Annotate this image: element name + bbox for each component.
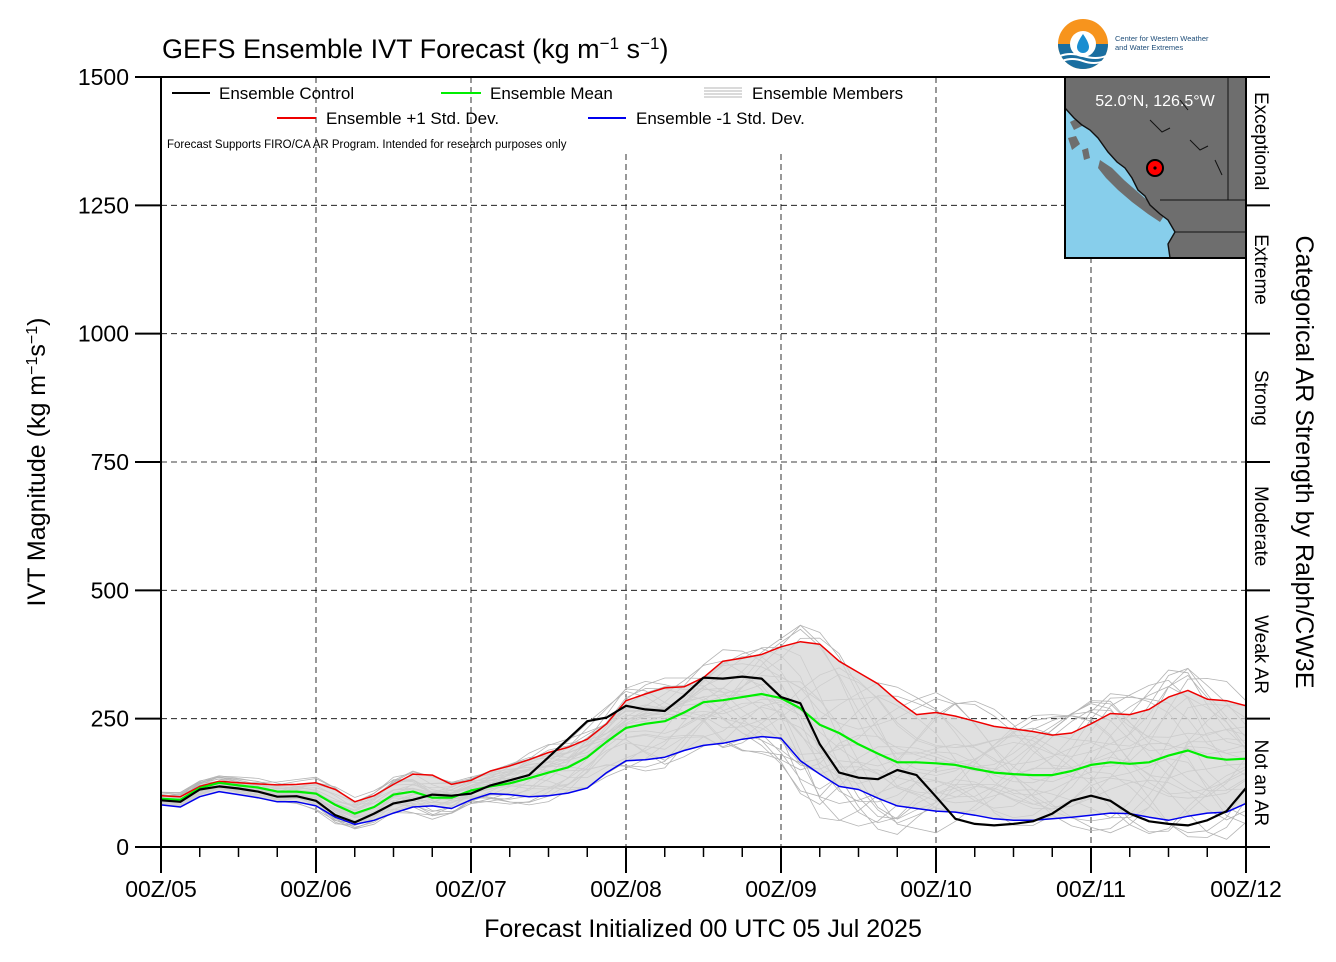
svg-text:and Water Extremes: and Water Extremes <box>1115 43 1183 52</box>
cw3e-logo: Center for Western Weather and Water Ext… <box>1058 19 1209 69</box>
x-tick-label: 00Z/07 <box>435 876 507 902</box>
mean-line <box>161 692 1246 815</box>
y-tick-label: 750 <box>91 449 129 475</box>
y-tick-label: 1500 <box>78 64 129 90</box>
map-islands <box>1068 118 1090 160</box>
legend-minus-std-label: Ensemble -1 Std. Dev. <box>636 109 805 128</box>
category-label: Exceptional <box>1250 92 1271 190</box>
x-tick-label: 00Z/10 <box>900 876 972 902</box>
map-vancouver-island <box>1098 160 1164 222</box>
legend-mean-label: Ensemble Mean <box>490 84 613 103</box>
legend-members-swatch <box>704 87 742 98</box>
map-coastline <box>1064 107 1176 259</box>
y-tick-label: 250 <box>91 706 129 732</box>
std-dev-spread <box>161 641 1246 825</box>
x-tick-label: 00Z/08 <box>590 876 662 902</box>
x-tick-label: 00Z/11 <box>1056 876 1126 902</box>
y-tick-label: 500 <box>91 577 129 603</box>
category-label: Extreme <box>1250 234 1271 305</box>
legend-members-label: Ensemble Members <box>752 84 903 103</box>
y-tick-label: 1250 <box>78 192 129 218</box>
category-label: Strong <box>1250 370 1271 426</box>
y-ticks: 0 250 500 750 1000 1250 1500 <box>78 64 161 860</box>
location-inset-map: 52.0°N, 126.5°W <box>1064 76 1247 259</box>
grid-lines <box>161 77 1246 847</box>
map-borders <box>1160 77 1246 233</box>
y-tick-label: 0 <box>116 834 129 860</box>
location-marker-center <box>1153 166 1157 170</box>
category-label: Weak AR <box>1250 615 1271 694</box>
map-frame <box>1064 76 1247 259</box>
legend-plus-std-label: Ensemble +1 Std. Dev. <box>326 109 499 128</box>
control-line <box>161 675 1246 827</box>
right-axis-label: Categorical AR Strength by Ralph/CW3E <box>1290 236 1318 689</box>
category-label: Not an AR <box>1250 740 1271 827</box>
x-tick-label: 00Z/05 <box>125 876 197 902</box>
ar-categories: Not an AR Weak AR Moderate Strong Extreme Exc… <box>1246 76 1271 848</box>
location-label: 52.0°N, 126.5°W <box>1095 93 1215 110</box>
x-ticks: 00Z/05 00Z/06 00Z/07 00Z/08 00Z/09 00Z/10 00Z/… <box>125 847 1282 902</box>
y-tick-label: 1000 <box>78 321 129 347</box>
map-rivers <box>1149 99 1223 176</box>
x-tick-label: 00Z/09 <box>745 876 817 902</box>
x-axis-label: Forecast Initialized 00 UTC 05 Jul 2025 <box>484 915 922 943</box>
std-dev-band <box>161 641 1246 825</box>
minus-std-line <box>161 735 1246 826</box>
legend: Ensemble Control Ensemble Mean Ensemble … <box>167 84 903 151</box>
legend-control-label: Ensemble Control <box>219 84 354 103</box>
category-label: Moderate <box>1250 486 1271 566</box>
disclaimer-text: Forecast Supports FIRO/CA AR Program. In… <box>167 139 567 151</box>
x-tick-label: 00Z/06 <box>280 876 352 902</box>
chart-title: GEFS Ensemble IVT Forecast (kg m−1 s−1) <box>162 34 668 65</box>
series-lines <box>161 640 1246 827</box>
x-tick-label: 00Z/12 <box>1210 876 1282 902</box>
y-axis-label: IVT Magnitude (kg m−1s−1) <box>23 318 51 607</box>
svg-text:Center for Western Weather: Center for Western Weather <box>1115 34 1209 43</box>
